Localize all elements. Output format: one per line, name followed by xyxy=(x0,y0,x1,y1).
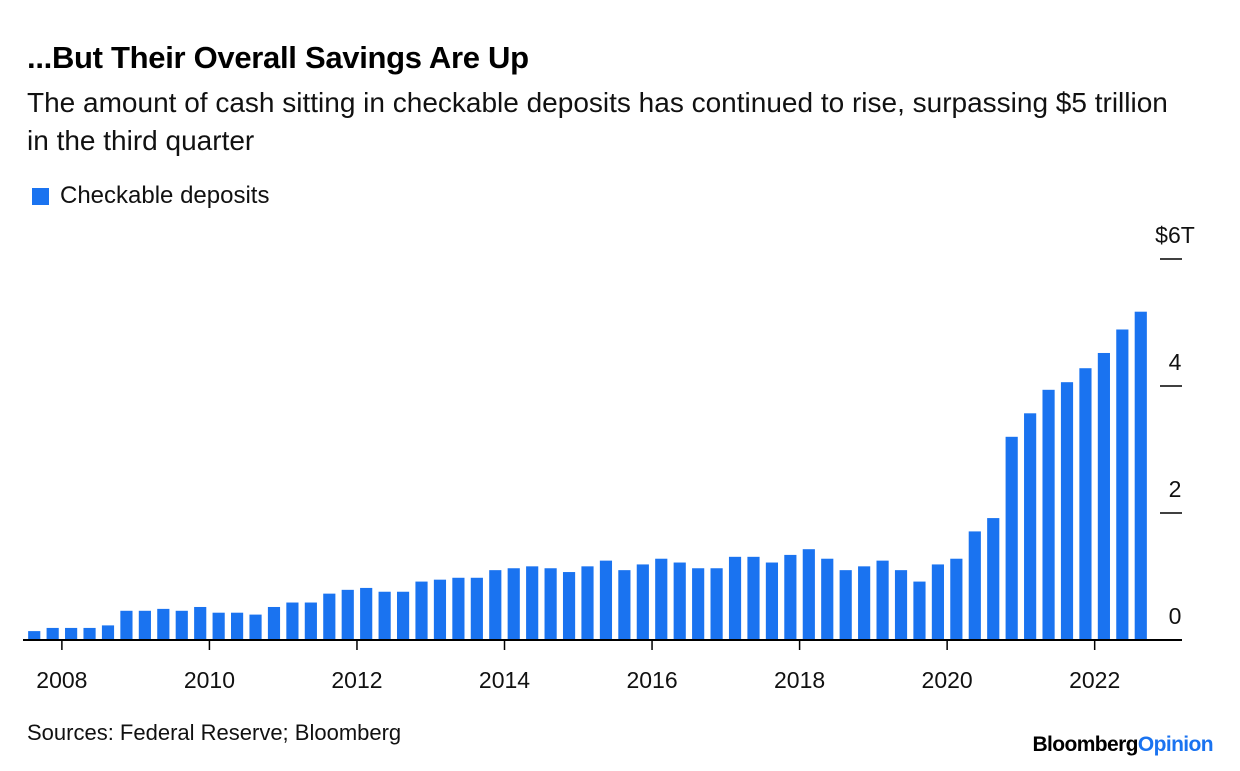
bar xyxy=(194,606,207,640)
bar xyxy=(452,577,465,640)
bar xyxy=(876,560,889,641)
bar xyxy=(710,568,723,640)
x-tick-label: 2014 xyxy=(479,667,530,693)
bar xyxy=(470,577,483,640)
bar xyxy=(1097,352,1110,640)
bar xyxy=(858,566,871,640)
bar xyxy=(65,627,78,640)
bar xyxy=(913,581,926,640)
bar xyxy=(655,558,668,640)
bar xyxy=(673,562,686,640)
bar xyxy=(950,558,963,640)
bar xyxy=(138,610,151,640)
bar xyxy=(1024,413,1037,640)
bar xyxy=(433,579,447,640)
bar xyxy=(341,589,354,640)
bar xyxy=(360,587,373,640)
bar xyxy=(931,564,944,640)
x-tick-label: 2008 xyxy=(36,667,87,693)
x-tick-label: 2016 xyxy=(626,667,677,693)
legend-label: Checkable deposits xyxy=(60,182,270,209)
bar xyxy=(728,556,742,640)
legend: Checkable deposits xyxy=(32,182,269,210)
chart-title: ...But Their Overall Savings Are Up xyxy=(27,40,529,75)
legend-swatch xyxy=(32,187,49,205)
y-tick-label: 0 xyxy=(1169,603,1182,629)
bar xyxy=(83,627,96,640)
bar xyxy=(968,531,981,640)
bar xyxy=(692,568,705,640)
y-tick-label: $6T xyxy=(1155,222,1195,248)
bar xyxy=(267,606,281,640)
source-note: Sources: Federal Reserve; Bloomberg xyxy=(27,720,402,745)
bar xyxy=(1042,389,1055,640)
bar xyxy=(784,554,797,640)
bar xyxy=(157,608,170,640)
bar xyxy=(101,625,115,640)
bloomberg-opinion-logo: BloombergOpinion xyxy=(1032,733,1213,757)
y-tick-label: 2 xyxy=(1169,476,1182,502)
bar xyxy=(28,631,41,640)
bar xyxy=(415,581,428,640)
bar xyxy=(231,612,244,640)
bar xyxy=(599,560,613,641)
bar xyxy=(562,572,576,640)
bar xyxy=(286,602,299,640)
bar xyxy=(304,602,317,640)
x-tick-label: 2010 xyxy=(184,667,235,693)
bar xyxy=(378,591,391,640)
x-tick-label: 2020 xyxy=(922,667,973,693)
x-tick-label: 2012 xyxy=(331,667,382,693)
bar xyxy=(636,564,649,640)
bar xyxy=(212,612,225,640)
y-tick-label: 4 xyxy=(1169,349,1182,375)
bar xyxy=(987,518,1000,640)
brand-main: Bloomberg xyxy=(1032,733,1138,756)
bar xyxy=(802,549,815,640)
bar xyxy=(175,610,188,640)
bar xyxy=(544,568,557,640)
chart-subtitle: The amount of cash sitting in checkable … xyxy=(27,87,1168,156)
bar xyxy=(396,591,410,640)
bar xyxy=(249,614,262,640)
brand-accent: Opinion xyxy=(1137,733,1214,756)
bar xyxy=(747,556,760,640)
bar xyxy=(821,558,834,640)
bar xyxy=(120,610,133,640)
bar xyxy=(323,593,336,640)
bar xyxy=(46,627,59,640)
bar xyxy=(526,566,539,640)
x-tick-label: 2022 xyxy=(1069,667,1120,693)
bar xyxy=(1060,382,1074,640)
bar xyxy=(1134,311,1147,640)
bar xyxy=(581,566,594,640)
bar xyxy=(1116,329,1129,640)
bar xyxy=(1005,436,1018,640)
bar xyxy=(507,568,520,640)
bar xyxy=(839,570,852,640)
bar xyxy=(1079,368,1092,640)
bar-series xyxy=(28,311,1147,641)
bar xyxy=(618,570,631,640)
x-tick-label: 2018 xyxy=(774,667,825,693)
bar xyxy=(894,570,908,640)
bar xyxy=(765,562,779,640)
y-axis-ticks: 0 2 4 $6T xyxy=(1155,222,1195,629)
bar xyxy=(489,570,502,640)
x-axis-ticks: 2008 2010 2012 2014 2016 2018 2020 2022 xyxy=(36,640,1120,693)
